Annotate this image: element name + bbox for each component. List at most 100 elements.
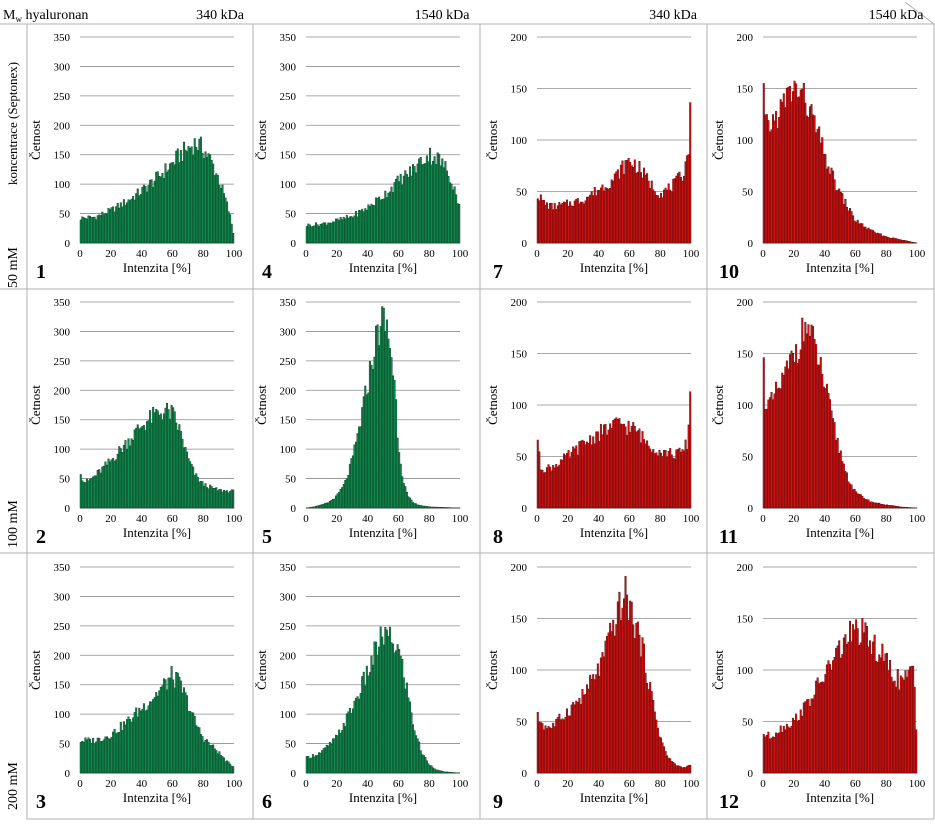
histogram-bar <box>458 204 460 243</box>
histogram-bar <box>814 695 816 773</box>
histogram-bar <box>894 681 896 773</box>
y-tick-label: 100 <box>737 135 754 147</box>
histogram-bar <box>888 671 890 773</box>
histogram-bar <box>596 432 598 508</box>
histogram-bar <box>798 97 800 243</box>
histogram-bar <box>386 320 388 508</box>
histogram-bar <box>196 725 198 773</box>
histogram-bar <box>97 470 99 508</box>
histogram-bar <box>634 638 636 773</box>
histogram-bar <box>865 227 867 243</box>
histogram-bar <box>377 655 379 773</box>
histogram-bar <box>145 711 147 773</box>
histogram-bar <box>673 458 675 508</box>
histogram-bar <box>163 679 165 773</box>
histogram-bar <box>389 348 391 508</box>
histogram-bar <box>823 154 825 243</box>
histogram-bar <box>351 713 353 773</box>
y-tick-label: 300 <box>54 326 71 338</box>
histogram-bar <box>120 203 122 243</box>
histogram-bar <box>560 205 562 243</box>
histogram-bar <box>656 453 658 508</box>
histogram-bar <box>119 208 121 243</box>
histogram-bar <box>442 159 444 243</box>
histogram-bar <box>620 165 622 243</box>
histogram-bar <box>808 699 810 773</box>
histogram-bar <box>620 620 622 773</box>
histogram-bar <box>406 683 408 773</box>
y-tick-label: 100 <box>511 135 528 147</box>
histogram-bar <box>899 690 901 773</box>
histogram-bar <box>146 710 148 773</box>
x-axis-label: Intenzita [%] <box>123 790 191 805</box>
panel-number: 10 <box>719 261 739 283</box>
histogram-bar <box>840 192 842 243</box>
histogram-bar <box>906 507 908 508</box>
histogram-bar <box>636 173 638 243</box>
histogram-bar <box>369 361 371 508</box>
histogram-bar <box>321 224 323 243</box>
histogram-bar <box>329 223 331 243</box>
histogram-bar <box>385 331 387 508</box>
histogram-bar <box>866 229 868 243</box>
histogram-bar <box>685 440 687 508</box>
histogram-bar <box>795 344 797 508</box>
histogram-bar <box>673 179 675 243</box>
x-tick-label: 40 <box>819 778 831 790</box>
x-tick-label: 100 <box>683 778 700 790</box>
histogram-bar <box>689 392 691 508</box>
histogram-bar <box>318 226 320 243</box>
histogram-bar <box>674 179 676 243</box>
histogram-bar <box>417 164 419 243</box>
x-tick-label: 100 <box>909 248 926 260</box>
histogram-bar <box>394 380 396 508</box>
histogram-bar <box>149 410 151 508</box>
histogram-bar <box>651 181 653 243</box>
histogram-bar <box>385 627 387 773</box>
histogram-bar <box>182 161 184 243</box>
histogram-bar <box>822 137 824 243</box>
histogram-bar <box>363 672 365 773</box>
histogram-bar <box>337 736 339 773</box>
histogram-bar <box>401 185 403 243</box>
histogram-bar <box>795 714 797 773</box>
histogram-bar <box>565 717 567 773</box>
histogram-bar <box>809 107 811 243</box>
histogram-bar <box>425 163 427 243</box>
histogram-bar <box>889 660 891 773</box>
histogram-bar <box>559 714 561 773</box>
histogram-bar <box>135 428 137 508</box>
x-tick-label: 40 <box>819 513 831 525</box>
histogram-bar <box>214 488 216 508</box>
histogram-bar <box>808 325 810 508</box>
histogram-bar <box>619 418 621 508</box>
histogram-bar <box>378 197 380 243</box>
histogram-bar <box>817 365 819 508</box>
histogram-bar <box>115 460 117 508</box>
histogram-bar <box>656 195 658 243</box>
histogram-bar <box>608 430 610 508</box>
histogram-bar <box>139 196 141 243</box>
x-tick-label: 0 <box>303 778 309 790</box>
histogram-bar <box>545 726 547 773</box>
x-tick-label: 80 <box>881 513 893 525</box>
histogram-bar <box>883 505 885 508</box>
histogram-bar <box>179 163 181 243</box>
histogram-bar <box>765 737 767 773</box>
histogram-bar <box>576 446 578 508</box>
histogram-bar <box>97 738 99 773</box>
histogram-bar <box>585 201 587 243</box>
histogram-bar <box>438 507 440 508</box>
histogram-bar <box>555 464 557 508</box>
histogram-bar <box>794 362 796 508</box>
histogram-bar <box>646 173 648 243</box>
histogram-bar <box>540 470 542 508</box>
x-tick-label: 80 <box>655 778 667 790</box>
histogram-bar <box>388 636 390 773</box>
histogram-bar <box>840 658 842 773</box>
histogram-bar <box>811 325 813 508</box>
histogram-bar <box>888 505 890 508</box>
x-tick-label: 100 <box>226 513 243 525</box>
histogram-bar <box>106 214 108 243</box>
